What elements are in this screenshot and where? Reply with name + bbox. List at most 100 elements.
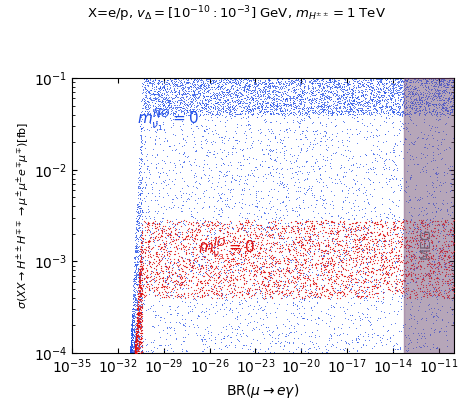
Point bbox=[149, 99, 156, 106]
Point bbox=[371, 154, 379, 161]
Point bbox=[191, 191, 199, 198]
Point bbox=[365, 317, 372, 323]
Point bbox=[131, 339, 139, 345]
Point bbox=[144, 110, 151, 117]
Point bbox=[286, 269, 293, 276]
Point bbox=[337, 151, 345, 157]
Point bbox=[363, 160, 370, 167]
Point bbox=[137, 277, 145, 284]
Point bbox=[437, 82, 444, 88]
Point bbox=[391, 245, 398, 252]
Point bbox=[172, 243, 180, 249]
Point bbox=[128, 325, 136, 332]
Point bbox=[193, 219, 201, 225]
Point bbox=[130, 343, 138, 349]
Point bbox=[159, 209, 167, 216]
Point bbox=[159, 283, 167, 289]
Point bbox=[140, 95, 147, 102]
Point bbox=[363, 102, 371, 108]
Point bbox=[228, 329, 235, 335]
Point bbox=[138, 266, 146, 273]
Point bbox=[146, 277, 154, 284]
Point bbox=[146, 234, 154, 241]
Point bbox=[142, 247, 150, 254]
Point bbox=[375, 101, 383, 107]
Point bbox=[373, 110, 381, 116]
Point bbox=[410, 286, 417, 293]
Point bbox=[336, 165, 344, 171]
Point bbox=[270, 226, 278, 233]
Point bbox=[142, 214, 150, 221]
Point bbox=[133, 338, 141, 344]
Point bbox=[368, 88, 376, 94]
Point bbox=[249, 76, 257, 83]
Point bbox=[284, 134, 292, 140]
Point bbox=[412, 185, 419, 192]
Point bbox=[340, 249, 347, 255]
Point bbox=[146, 237, 153, 243]
Point bbox=[266, 247, 274, 253]
Point bbox=[323, 272, 330, 279]
Point bbox=[312, 264, 319, 271]
Point bbox=[263, 223, 271, 229]
Point bbox=[205, 109, 212, 116]
Point bbox=[292, 282, 300, 288]
Point bbox=[197, 243, 205, 249]
Point bbox=[187, 278, 195, 284]
Point bbox=[230, 249, 238, 255]
Point bbox=[212, 161, 220, 168]
Point bbox=[137, 149, 145, 155]
Point bbox=[377, 86, 384, 93]
Point bbox=[149, 230, 157, 237]
Point bbox=[266, 83, 274, 90]
Point bbox=[389, 84, 397, 90]
Point bbox=[446, 93, 453, 100]
Point bbox=[153, 151, 161, 158]
Point bbox=[170, 260, 178, 267]
Point bbox=[264, 229, 272, 236]
Point bbox=[363, 230, 371, 237]
Point bbox=[264, 275, 271, 282]
Point bbox=[385, 349, 393, 356]
Point bbox=[407, 338, 415, 345]
Point bbox=[392, 264, 400, 271]
Point bbox=[275, 174, 283, 181]
Point bbox=[241, 110, 249, 117]
Point bbox=[412, 237, 420, 244]
Point bbox=[253, 267, 261, 273]
Point bbox=[414, 296, 421, 303]
Point bbox=[187, 107, 195, 114]
Point bbox=[212, 100, 220, 106]
Point bbox=[270, 94, 278, 101]
Point bbox=[133, 315, 141, 322]
Point bbox=[359, 190, 367, 197]
Point bbox=[179, 312, 186, 319]
Point bbox=[155, 229, 163, 236]
Point bbox=[259, 282, 266, 288]
Point bbox=[132, 225, 140, 232]
Point bbox=[137, 276, 144, 283]
Point bbox=[210, 101, 218, 108]
Point bbox=[421, 104, 428, 110]
Point bbox=[155, 106, 163, 112]
Point bbox=[341, 272, 349, 279]
Point bbox=[233, 314, 240, 321]
Point bbox=[209, 86, 216, 93]
Point bbox=[216, 278, 224, 284]
Point bbox=[374, 85, 382, 92]
Point bbox=[201, 199, 208, 205]
Point bbox=[323, 255, 330, 261]
Point bbox=[415, 93, 422, 99]
Point bbox=[246, 78, 253, 84]
Point bbox=[414, 285, 422, 292]
Point bbox=[303, 123, 311, 130]
Point bbox=[312, 346, 319, 352]
Point bbox=[237, 111, 244, 117]
Point bbox=[365, 103, 372, 109]
Point bbox=[201, 218, 209, 225]
Point bbox=[191, 254, 199, 261]
Point bbox=[355, 249, 362, 256]
Point bbox=[348, 86, 356, 93]
Point bbox=[345, 187, 352, 193]
Point bbox=[145, 88, 152, 95]
